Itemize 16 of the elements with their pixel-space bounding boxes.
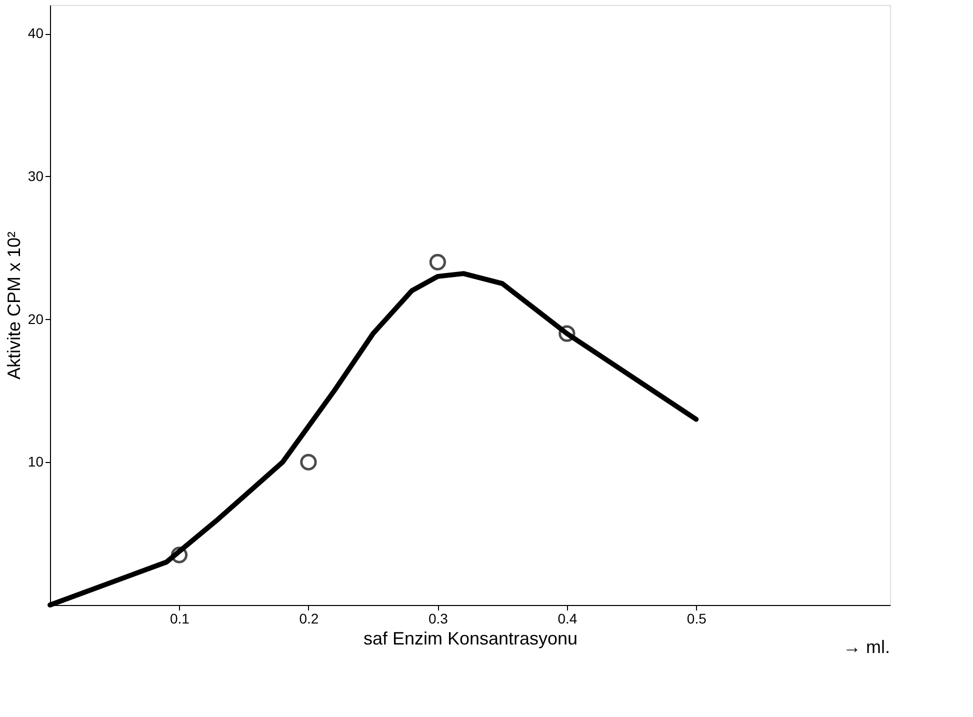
y-tick-label: 10 (28, 454, 44, 470)
x-tick-label: 0.4 (558, 610, 578, 626)
y-tick-label: 30 (28, 168, 44, 184)
x-tick-label: 0.5 (686, 610, 707, 626)
point (170, 546, 188, 564)
point (300, 454, 317, 470)
x-tick-label: 0.1 (170, 610, 190, 626)
y-tick-label: 40 (28, 25, 44, 42)
y-tick-label: 20 (28, 310, 44, 327)
x-tick-label: 0.2 (299, 610, 319, 626)
text: → ml. (843, 637, 890, 657)
y-axis-title: Aktivite CPM x 10² (4, 231, 24, 380)
x-axis-title: saf Enzim Konsantrasyonu (363, 628, 578, 648)
point (429, 254, 446, 270)
x-tick-label: 0.3 (428, 610, 448, 626)
point (558, 325, 576, 342)
